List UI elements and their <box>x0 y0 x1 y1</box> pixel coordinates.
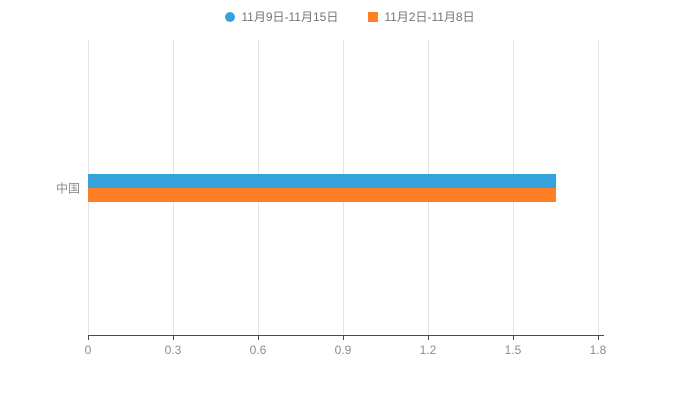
x-axis-tick <box>598 335 599 340</box>
y-axis-category-label: 中国 <box>55 181 80 195</box>
x-axis-tick <box>88 335 89 340</box>
x-axis-tick-label: 1.8 <box>589 343 607 357</box>
x-axis-line <box>88 335 604 336</box>
x-axis-tick-label: 0.6 <box>249 343 267 357</box>
bar-中国-series-1[interactable] <box>88 187 556 202</box>
legend-label: 11月2日-11月8日 <box>384 10 475 24</box>
x-axis-tick-label: 0.3 <box>164 343 182 357</box>
legend-item[interactable]: 11月9日-11月15日 <box>225 8 338 25</box>
x-axis-tick <box>173 335 174 340</box>
x-axis-tick <box>258 335 259 340</box>
x-axis-tick <box>343 335 344 340</box>
x-axis-tick-label: 1.5 <box>504 343 522 357</box>
legend-item[interactable]: 11月2日-11月8日 <box>368 8 475 25</box>
plot-area: 中国 0 0.3 0.6 0.9 1.2 1.5 1.8 <box>56 40 606 357</box>
x-axis-tick <box>513 335 514 340</box>
legend-label: 11月9日-11月15日 <box>241 10 339 24</box>
x-axis-tick-label: 0.9 <box>334 343 352 357</box>
x-axis-tick-label: 0 <box>84 343 92 357</box>
gridline <box>598 40 599 335</box>
circle-legend-marker-icon <box>225 11 236 22</box>
x-axis-tick <box>428 335 429 340</box>
x-axis-tick-label: 1.2 <box>419 343 437 357</box>
bar-中国-series-0[interactable] <box>88 173 556 188</box>
square-legend-marker-icon <box>368 11 379 22</box>
chart-legend: 11月9日-11月15日 11月2日-11月8日 <box>0 8 700 25</box>
